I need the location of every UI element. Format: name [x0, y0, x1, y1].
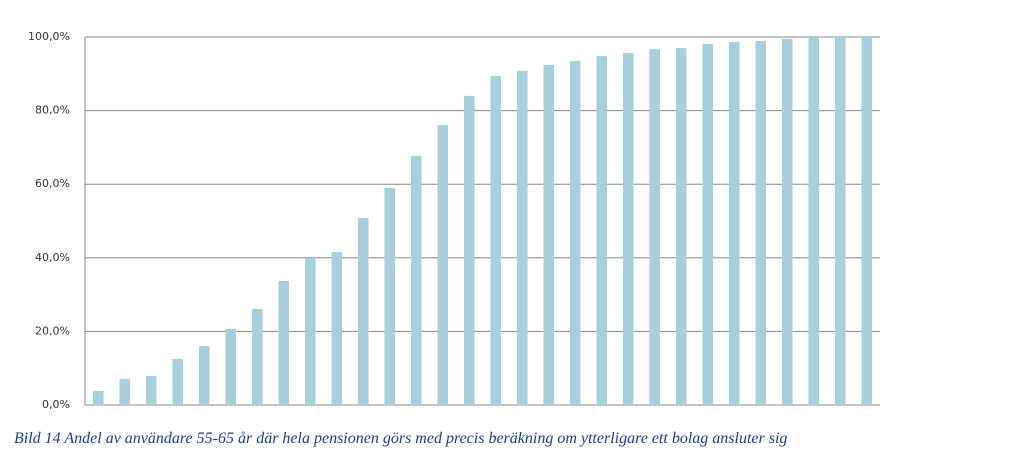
- y-tick-label: 0,0%: [42, 398, 70, 411]
- bar: [675, 48, 687, 405]
- y-tick-label: 40,0%: [35, 251, 70, 264]
- bar: [410, 155, 422, 405]
- bar: [331, 251, 343, 405]
- bar: [92, 391, 104, 405]
- bar: [278, 280, 290, 405]
- bar: [516, 70, 528, 405]
- bar: [728, 42, 740, 405]
- bar: [702, 43, 714, 405]
- bar: [834, 37, 846, 405]
- bar: [490, 76, 502, 406]
- bar: [384, 187, 396, 405]
- bar: [304, 257, 316, 405]
- bar: [808, 37, 820, 405]
- bar: [463, 95, 475, 405]
- bar: [119, 378, 131, 405]
- bar: [543, 64, 555, 405]
- bar: [781, 38, 793, 406]
- bar: [198, 346, 210, 405]
- bar: [437, 124, 449, 406]
- bar: [649, 49, 661, 405]
- y-tick-label: 20,0%: [35, 324, 70, 337]
- caption: Bild 14 Andel av användare 55-65 år där …: [14, 430, 787, 447]
- bar: [596, 56, 608, 406]
- bar: [569, 60, 581, 406]
- y-tick-label: 80,0%: [35, 104, 70, 117]
- bar: [145, 375, 157, 405]
- bar: [225, 328, 237, 405]
- bar: [172, 359, 184, 405]
- y-tick-label: 100,0%: [28, 30, 70, 43]
- bar: [357, 218, 369, 405]
- bar: [861, 37, 873, 405]
- bar: [622, 52, 634, 405]
- bar: [251, 308, 263, 405]
- bar: [755, 41, 767, 405]
- y-tick-label: 60,0%: [35, 177, 70, 190]
